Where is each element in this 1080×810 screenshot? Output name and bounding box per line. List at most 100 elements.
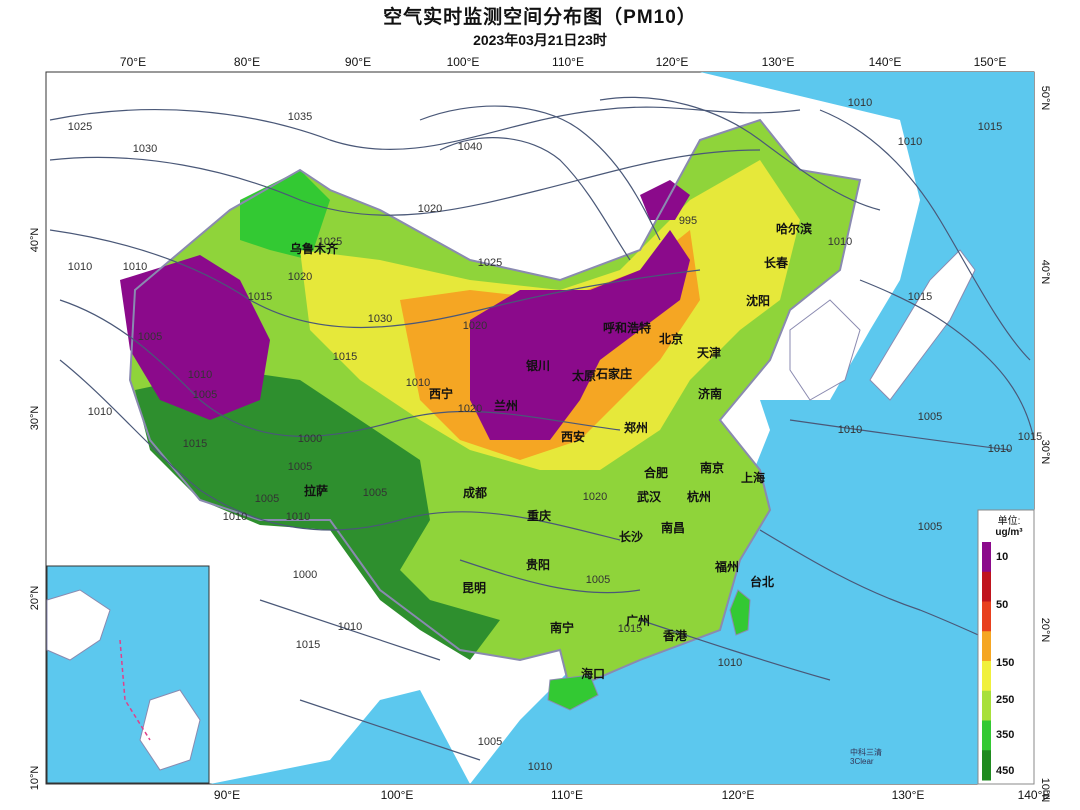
isobar-label: 1010 — [898, 136, 922, 148]
isobar-label: 1020 — [463, 320, 487, 332]
isobar-label: 1010 — [223, 511, 247, 523]
isobar-label: 1015 — [296, 639, 320, 651]
right-lat-label: 50°N — [1039, 86, 1051, 111]
city-label: 香港 — [662, 628, 688, 643]
city-label: 昆明 — [462, 581, 486, 595]
isobar-label: 1010 — [848, 97, 872, 109]
sea-area — [470, 72, 1034, 784]
city-label: 济南 — [698, 386, 722, 401]
left-lat-label: 20°N — [29, 586, 41, 611]
isobar-label: 1010 — [68, 261, 92, 273]
legend-swatch — [982, 750, 991, 781]
isobar-label: 1010 — [988, 443, 1012, 455]
pm-layer-purple-ne — [640, 180, 690, 220]
isobar-label: 1015 — [1018, 431, 1042, 443]
isobar-label: 1005 — [586, 574, 610, 586]
legend-label: 450 — [996, 765, 1015, 777]
isobar-label: 1015 — [183, 438, 207, 450]
isobar-label: 1005 — [193, 389, 217, 401]
legend-swatch — [982, 720, 991, 751]
legend-swatch — [982, 601, 991, 632]
top-lon-label: 130°E — [762, 55, 795, 69]
isobar-label: 1020 — [288, 271, 312, 283]
city-label: 石家庄 — [595, 366, 632, 381]
city-label: 福州 — [714, 559, 739, 574]
isobar-label: 1010 — [406, 377, 430, 389]
isobar-label: 1010 — [88, 406, 112, 418]
bottom-lon-label: 110°E — [551, 788, 583, 802]
isobar-label: 1005 — [918, 521, 942, 533]
isobar-label: 1015 — [618, 623, 642, 635]
isobar-label: 1010 — [528, 761, 552, 773]
legend-unit-label: 单位: — [997, 516, 1021, 527]
isobar-label: 1020 — [418, 203, 442, 215]
left-latitude-labels: 10°N 20°N 30°N 40°N — [29, 228, 41, 791]
land-japan — [869, 249, 976, 401]
legend-label: 350 — [996, 729, 1015, 741]
isobar-label: 1025 — [318, 236, 342, 248]
city-label: 武汉 — [637, 489, 662, 504]
top-lon-label: 150°E — [974, 55, 1007, 69]
top-lon-label: 70°E — [120, 55, 146, 69]
isobar-label: 1010 — [718, 657, 742, 669]
legend-label: 250 — [996, 694, 1015, 706]
city-label: 太原 — [572, 368, 596, 383]
isobar-value-labels: 1035 1025 1030 1040 1020 1015 1010 1005 1000 995 1… — [68, 97, 1042, 773]
city-label: 重庆 — [527, 508, 551, 523]
isobar-label: 1040 — [458, 141, 482, 153]
top-lon-label: 80°E — [234, 55, 260, 69]
isobar-label: 1015 — [248, 291, 272, 303]
left-lat-label: 30°N — [29, 406, 41, 431]
bottom-lon-label: 140°E — [1018, 788, 1051, 802]
isobar-label: 1025 — [68, 121, 92, 133]
isobar-label: 1015 — [333, 351, 357, 363]
isobar-label: 1000 — [293, 569, 317, 581]
city-label: 北京 — [659, 331, 683, 346]
city-label: 贵阳 — [526, 557, 550, 572]
city-label: 合肥 — [644, 465, 668, 480]
legend-label: 50 — [996, 599, 1009, 611]
logo-name: 中科三清 — [850, 748, 882, 757]
isobar-label: 1035 — [288, 111, 312, 123]
city-label: 长沙 — [619, 529, 643, 544]
top-lon-label: 120°E — [656, 55, 689, 69]
city-label: 杭州 — [687, 489, 711, 504]
legend-label: 10 — [996, 551, 1009, 563]
pm-layer-purple-west — [120, 255, 270, 420]
isobar-label: 1020 — [458, 403, 482, 415]
city-label: 哈尔滨 — [776, 221, 812, 236]
isobar-label: 1010 — [188, 369, 212, 381]
isobar-label: 1005 — [288, 461, 312, 473]
map-title: 空气实时监测空间分布图（PM10） — [383, 7, 697, 28]
top-lon-label: 110°E — [552, 55, 584, 69]
left-lat-label: 40°N — [29, 228, 41, 253]
city-label: 兰州 — [494, 398, 518, 413]
isobar-label: 1010 — [828, 236, 852, 248]
left-lat-label: 10°N — [29, 766, 41, 791]
city-label: 拉萨 — [304, 483, 328, 498]
city-label: 沈阳 — [746, 293, 770, 308]
right-latitude-labels: 10°N 20°N 30°N 40°N 50°N — [1039, 86, 1051, 803]
city-label: 呼和浩特 — [603, 320, 651, 335]
isobar-label: 1005 — [918, 411, 942, 423]
isobar-label: 1015 — [978, 121, 1002, 133]
hainan-island — [547, 674, 599, 711]
city-label: 长春 — [764, 255, 789, 270]
legend-swatch — [982, 661, 991, 692]
sea-area-south — [210, 690, 470, 784]
south-china-sea-inset — [46, 565, 210, 784]
legend-swatch — [982, 571, 991, 602]
isobar-label: 1020 — [583, 491, 607, 503]
city-label: 郑州 — [624, 420, 648, 435]
top-lon-label: 100°E — [447, 55, 480, 69]
bottom-longitude-labels: 90°E 100°E 110°E 120°E 130°E 140°E — [214, 788, 1050, 802]
bottom-lon-label: 130°E — [892, 788, 925, 802]
isobar-label: 1010 — [123, 261, 147, 273]
city-label: 西安 — [561, 429, 585, 444]
right-lat-label: 10°N — [1039, 778, 1051, 803]
right-lat-label: 20°N — [1039, 618, 1051, 643]
map-subtitle: 2023年03月21日23时 — [473, 32, 607, 48]
legend-color-bar — [977, 509, 1035, 785]
china-outline — [128, 118, 862, 692]
isobar-label: 1005 — [478, 736, 502, 748]
